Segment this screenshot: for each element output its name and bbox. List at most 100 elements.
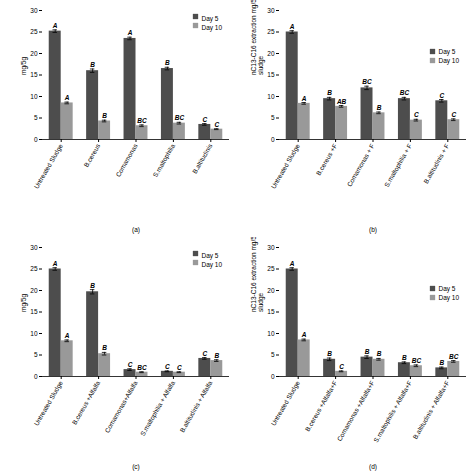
svg-text:C: C	[177, 364, 182, 371]
svg-text:B.cereus +Alfalfa+F: B.cereus +Alfalfa+F	[304, 380, 339, 433]
svg-text:BC: BC	[412, 357, 422, 364]
svg-text:Comamonas+Alfalfa: Comamonas+Alfalfa	[103, 379, 139, 434]
svg-text:S.maltophilia + Alfalfa: S.maltophilia + Alfalfa	[139, 379, 177, 437]
svg-text:B: B	[377, 104, 382, 111]
svg-text:S.maltophilia + F: S.maltophilia + F	[383, 143, 414, 189]
svg-text:30: 30	[30, 7, 38, 14]
svg-text:nC13-C16 extraction mg/5g of o: nC13-C16 extraction mg/5g of oilysludge	[250, 0, 265, 75]
svg-text:B: B	[377, 350, 382, 357]
svg-text:S.maltophilia: S.maltophilia	[151, 142, 177, 179]
svg-text:30: 30	[30, 244, 38, 251]
svg-text:AB: AB	[336, 98, 347, 105]
svg-text:A: A	[289, 23, 295, 30]
svg-text:B.altitudinis + F: B.altitudinis + F	[422, 143, 450, 185]
svg-text:B: B	[365, 348, 370, 355]
svg-text:Comamonas +Alfalfa+F: Comamonas +Alfalfa+F	[335, 380, 375, 443]
svg-text:5: 5	[34, 351, 38, 358]
svg-text:A: A	[127, 29, 133, 36]
svg-text:20: 20	[267, 287, 275, 294]
svg-text:B: B	[90, 282, 95, 289]
svg-text:C: C	[202, 350, 207, 357]
svg-text:15: 15	[267, 308, 275, 315]
svg-text:C: C	[451, 111, 456, 118]
svg-text:0: 0	[34, 136, 38, 143]
svg-text:A: A	[52, 260, 58, 267]
svg-text:B.cereus: B.cereus	[82, 142, 101, 168]
svg-text:BC: BC	[400, 89, 410, 96]
svg-text:mg/5g: mg/5g	[20, 294, 28, 312]
svg-text:C: C	[414, 111, 419, 118]
svg-text:30: 30	[267, 7, 275, 14]
svg-text:Day 10: Day 10	[439, 57, 460, 65]
svg-text:30: 30	[267, 244, 275, 251]
svg-text:15: 15	[30, 308, 38, 315]
svg-text:25: 25	[30, 28, 38, 35]
svg-text:Day 5: Day 5	[439, 48, 456, 56]
svg-text:5: 5	[271, 114, 275, 121]
svg-text:A: A	[289, 260, 295, 267]
svg-text:B: B	[402, 354, 407, 361]
svg-text:20: 20	[30, 50, 38, 57]
svg-text:Day 10: Day 10	[202, 24, 223, 32]
svg-text:25: 25	[267, 28, 275, 35]
svg-text:B: B	[102, 344, 107, 351]
svg-text:15: 15	[267, 71, 275, 78]
svg-text:Untreated Sludge: Untreated Sludge	[270, 142, 302, 190]
svg-text:A: A	[301, 331, 307, 338]
svg-text:B: B	[439, 359, 444, 366]
svg-text:B: B	[165, 59, 170, 66]
svg-text:0: 0	[34, 373, 38, 380]
svg-text:(b): (b)	[369, 226, 377, 234]
svg-text:(a): (a)	[132, 226, 140, 234]
svg-text:B: B	[327, 89, 332, 96]
svg-text:10: 10	[30, 93, 38, 100]
svg-text:Day 5: Day 5	[202, 252, 219, 260]
svg-text:B: B	[214, 352, 219, 359]
svg-text:BC: BC	[449, 353, 459, 360]
svg-text:Day 10: Day 10	[202, 261, 223, 269]
svg-text:10: 10	[30, 330, 38, 337]
svg-text:5: 5	[34, 114, 38, 121]
svg-text:BC: BC	[362, 78, 372, 85]
svg-text:Day 10: Day 10	[439, 294, 460, 302]
svg-text:15: 15	[30, 71, 38, 78]
svg-text:C: C	[339, 363, 344, 370]
svg-text:10: 10	[267, 93, 275, 100]
svg-text:Day 5: Day 5	[202, 15, 219, 23]
svg-text:A: A	[301, 95, 307, 102]
svg-text:C: C	[128, 361, 133, 368]
svg-text:C: C	[202, 116, 207, 123]
svg-text:10: 10	[267, 330, 275, 337]
svg-text:B.altitudinis + Alfalfa+F: B.altitudinis + Alfalfa+F	[411, 380, 450, 441]
svg-text:Untreated Sludge: Untreated Sludge	[33, 142, 65, 190]
svg-text:Comamonas: Comamonas	[114, 142, 139, 178]
svg-text:B.cereus +Alfalfa: B.cereus +Alfalfa	[71, 379, 102, 426]
svg-text:A: A	[64, 94, 70, 101]
svg-text:Untreated Sludge: Untreated Sludge	[270, 379, 302, 427]
svg-text:5: 5	[271, 351, 275, 358]
svg-text:(c): (c)	[132, 463, 140, 471]
svg-text:B.cereus +F: B.cereus +F	[315, 143, 339, 177]
svg-text:Untreated Sludge: Untreated Sludge	[33, 379, 65, 427]
svg-text:B: B	[102, 112, 107, 119]
svg-text:BC: BC	[175, 114, 185, 121]
svg-text:20: 20	[267, 50, 275, 57]
svg-text:B.altitudinis + Alfalfa: B.altitudinis + Alfalfa	[178, 379, 213, 433]
svg-text:Comamonas + F: Comamonas + F	[345, 143, 375, 188]
svg-text:BC: BC	[137, 364, 147, 371]
svg-text:0: 0	[271, 136, 275, 143]
svg-text:B.altitudinis: B.altitudinis	[191, 142, 214, 175]
svg-text:25: 25	[267, 265, 275, 272]
svg-text:BC: BC	[137, 117, 147, 124]
svg-text:0: 0	[271, 373, 275, 380]
svg-text:mg/5g: mg/5g	[20, 57, 28, 75]
svg-text:A: A	[52, 22, 58, 29]
svg-text:S.maltophilis + Alfalfa+F: S.maltophilis + Alfalfa+F	[372, 380, 414, 444]
svg-text:C: C	[165, 363, 170, 370]
svg-text:B: B	[90, 61, 95, 68]
svg-text:(d): (d)	[369, 463, 377, 471]
svg-text:A: A	[64, 332, 70, 339]
svg-text:nC13-C16 extraction mg/5g of o: nC13-C16 extraction mg/5g of oilysludge	[250, 237, 265, 312]
svg-text:25: 25	[30, 265, 38, 272]
svg-text:20: 20	[30, 287, 38, 294]
